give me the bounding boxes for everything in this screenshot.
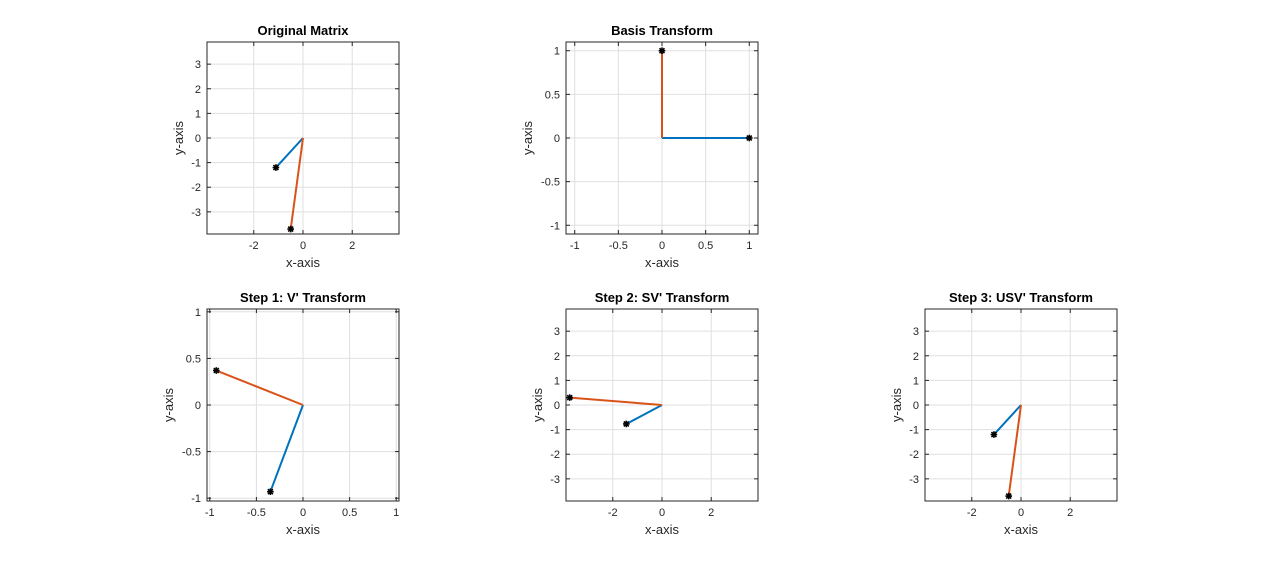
y-axis-label: y-axis [530,388,545,422]
x-tick-label: 2 [1067,507,1073,519]
x-tick-label: -2 [249,240,259,252]
x-tick-label: -2 [967,507,977,519]
y-tick-label: -1 [191,493,201,505]
y-tick-label: -1 [550,220,560,232]
vector-line-1 [269,404,304,493]
y-tick-label: 1 [554,46,560,58]
y-tick-label: -0.5 [541,177,560,189]
y-tick-label: -1 [550,425,560,437]
y-axis-label: y-axis [171,121,186,155]
y-axis-label: y-axis [889,388,904,422]
y-tick-label: 0.5 [545,89,560,101]
x-tick-label: -0.5 [609,240,628,252]
subplot-title: Step 3: USV' Transform [949,290,1093,305]
vector-endpoint-marker-2 [213,367,220,374]
x-tick-label: 0 [659,507,665,519]
y-axis-label: y-axis [161,388,176,422]
x-tick-label: 1 [746,240,752,252]
y-tick-label: 3 [913,326,919,338]
y-tick-label: 3 [195,59,201,71]
y-tick-label: 1 [195,108,201,120]
y-tick-label: 3 [554,326,560,338]
y-tick-label: 0 [913,400,919,412]
y-tick-label: -2 [191,182,201,194]
subplot-step2-sv-transform: -2 0 2 -3 -2 -1 0 1 2 3 Step 2: SV' Transform x-axi… [530,290,759,537]
y-tick-label: 1 [195,307,201,319]
y-tick-label: 0 [554,133,560,145]
x-tick-label: -0.5 [247,507,266,519]
x-tick-label: 0 [300,507,306,519]
vector-endpoint-marker-1 [990,431,998,438]
vector-line-1 [625,404,663,425]
subplot-step1-v-transform: -1 -0.5 0 0.5 1 -1 -0.5 0 0.5 1 Step 1: V' Transfo… [161,290,400,537]
y-tick-label: -3 [191,207,201,219]
vector-line-2 [569,396,663,406]
subplot-original-matrix: -2 0 2 -3 -2 -1 0 1 2 3 Original Matrix x-axis y-axi… [171,23,400,270]
x-tick-label: -1 [570,240,580,252]
vector-endpoint-marker-1 [267,488,274,495]
vector-line-2 [215,369,304,406]
y-axis-label: y-axis [520,121,535,155]
y-tick-label: 1 [554,375,560,387]
y-tick-label: 2 [554,351,560,363]
vector-line-1 [275,137,304,169]
x-axis-label: x-axis [645,522,679,537]
y-tick-label: -1 [909,425,919,437]
subplot-title: Step 1: V' Transform [240,290,366,305]
subplot-step3-usv-transform: -2 0 2 -3 -2 -1 0 1 2 3 Step 3: USV' Transform x-ax… [889,290,1118,537]
x-tick-label: 0 [300,240,306,252]
x-tick-label: 2 [708,507,714,519]
vector-line-1 [993,404,1022,436]
x-tick-label: 0 [659,240,665,252]
y-tick-label: -2 [909,449,919,461]
vector-endpoint-marker-2 [287,225,294,233]
y-tick-label: 2 [195,84,201,96]
y-tick-label: 1 [913,375,919,387]
vector-line-2 [289,137,304,230]
x-tick-label: -2 [608,507,618,519]
axes-frame [565,308,759,502]
x-axis-label: x-axis [1004,522,1038,537]
y-tick-label: -2 [550,449,560,461]
x-tick-label: 1 [393,507,399,519]
y-tick-label: -0.5 [182,447,201,459]
vector-endpoint-marker-1 [745,134,753,142]
y-tick-label: -1 [191,158,201,170]
y-tick-label: -3 [550,474,560,486]
vector-endpoint-marker-2 [566,394,573,401]
vector-endpoint-marker-2 [658,47,666,55]
x-tick-label: 2 [349,240,355,252]
y-tick-label: -3 [909,474,919,486]
subplot-title: Original Matrix [257,23,349,38]
vector-endpoint-marker-1 [623,420,630,428]
y-tick-label: 0 [195,400,201,412]
x-tick-label: -1 [205,507,215,519]
y-tick-label: 0.5 [186,353,201,365]
x-tick-label: 0 [1018,507,1024,519]
subplot-title: Basis Transform [611,23,713,38]
vector-endpoint-marker-2 [1005,492,1012,500]
y-tick-label: 2 [913,351,919,363]
y-tick-label: 0 [554,400,560,412]
vector-endpoint-marker-1 [272,164,280,171]
x-axis-label: x-axis [645,255,679,270]
axes-frame [924,308,1118,502]
y-tick-label: 0 [195,133,201,145]
x-axis-label: x-axis [286,255,320,270]
axes-frame [565,41,759,235]
vector-line-2 [1007,404,1022,497]
subplot-basis-transform: -1 -0.5 0 0.5 1 -1 -0.5 0 0.5 1 Basis Transform x-a… [520,23,759,270]
x-axis-label: x-axis [286,522,320,537]
subplot-title: Step 2: SV' Transform [595,290,730,305]
x-tick-label: 0.5 [342,507,357,519]
x-tick-label: 0.5 [698,240,713,252]
axes-frame [206,308,400,502]
axes-frame [206,41,400,235]
